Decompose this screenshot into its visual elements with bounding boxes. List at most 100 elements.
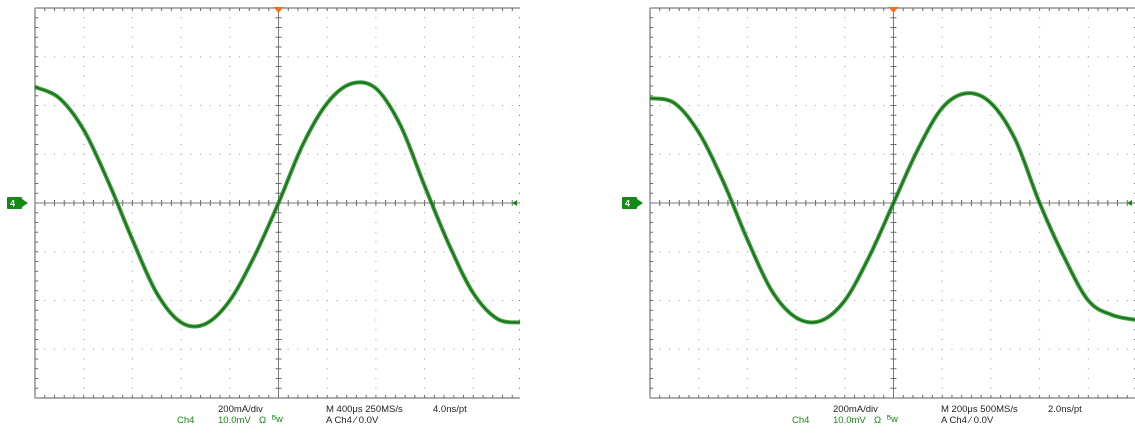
grid-dot xyxy=(326,85,328,87)
grid-dot xyxy=(795,36,797,38)
grid-dot xyxy=(355,251,357,253)
grid-dot xyxy=(229,261,231,262)
grid-dot xyxy=(990,153,992,155)
grid-dot xyxy=(990,124,992,126)
grid-dot xyxy=(492,56,494,58)
grid-dot xyxy=(131,280,133,282)
grid-dot xyxy=(795,153,797,155)
grid-dot xyxy=(1087,319,1089,321)
grid-dot xyxy=(472,124,474,126)
grid-dot xyxy=(424,231,426,233)
grid-dot xyxy=(1000,348,1002,350)
grid-dot xyxy=(83,241,85,243)
grid-dot xyxy=(180,231,182,233)
grid-dot xyxy=(1029,300,1031,301)
grid-dot xyxy=(844,192,846,194)
grid-dot xyxy=(336,56,338,58)
grid-dot xyxy=(365,300,367,301)
grid-dot xyxy=(83,319,85,321)
grid-dot xyxy=(873,300,875,301)
grid-dot xyxy=(511,348,513,350)
grid-dot xyxy=(229,358,231,360)
grid-dot xyxy=(492,153,494,155)
grid-dot xyxy=(316,153,318,155)
grid-dot xyxy=(746,329,748,331)
grid-dot xyxy=(83,358,85,360)
grid-dot xyxy=(375,290,377,292)
grid-dot xyxy=(834,105,836,106)
grid-dot xyxy=(990,183,992,184)
grid-dot xyxy=(834,300,836,301)
grid-dot xyxy=(463,56,465,58)
grid-dot xyxy=(180,144,182,145)
grid-dot xyxy=(990,144,992,145)
grid-dot xyxy=(844,358,846,360)
grid-dot xyxy=(424,358,426,360)
grid-dot xyxy=(131,75,133,77)
grid-dot xyxy=(394,300,396,301)
grid-dot xyxy=(1068,153,1070,155)
grid-dot xyxy=(472,153,474,155)
grid-dot xyxy=(1039,46,1041,48)
grid-dot xyxy=(180,348,182,350)
grid-dot xyxy=(756,348,758,350)
grid-dot xyxy=(805,300,807,301)
grid-dot xyxy=(737,348,739,350)
grid-dot xyxy=(229,144,231,145)
grid-dot xyxy=(424,241,426,243)
grid-dot xyxy=(844,319,846,321)
grid-dot xyxy=(180,75,182,77)
grid-dot xyxy=(63,153,65,155)
grid-dot xyxy=(824,300,826,301)
grid-dot xyxy=(931,105,933,106)
grid-dot xyxy=(1117,105,1119,106)
grid-dot xyxy=(931,56,933,58)
grid-dot xyxy=(239,300,241,301)
grid-dot xyxy=(258,300,260,301)
grid-dot xyxy=(1039,241,1041,243)
grid-dot xyxy=(1009,105,1011,106)
grid-dot xyxy=(922,153,924,155)
grid-dot xyxy=(698,329,700,331)
vertical-scale-readout: 200mA/div xyxy=(218,404,263,415)
grid-dot xyxy=(394,56,396,58)
grid-dot xyxy=(990,36,992,38)
grid-dot xyxy=(951,105,953,106)
grid-dot xyxy=(326,309,328,311)
grid-dot xyxy=(326,251,328,253)
grid-dot xyxy=(941,387,943,389)
grid-dot xyxy=(659,56,661,58)
grid-dot xyxy=(1048,348,1050,350)
grid-dot xyxy=(326,387,328,389)
grid-dot xyxy=(795,241,797,243)
grid-dot xyxy=(902,251,904,253)
grid-dot xyxy=(131,114,133,116)
grid-dot xyxy=(424,144,426,145)
grid-dot xyxy=(1087,348,1089,350)
grid-dot xyxy=(1058,300,1060,301)
grid-dot xyxy=(326,144,328,145)
grid-dot xyxy=(922,56,924,58)
grid-dot xyxy=(1087,173,1089,175)
grid-dot xyxy=(229,66,231,67)
grid-dot xyxy=(83,339,85,340)
grid-dot xyxy=(375,368,377,370)
grid-dot xyxy=(424,134,426,136)
grid-dot xyxy=(1087,270,1089,272)
grid-dot xyxy=(912,56,914,58)
grid-dot xyxy=(668,348,670,350)
grid-dot xyxy=(941,163,943,165)
grid-dot xyxy=(180,261,182,262)
grid-dot xyxy=(727,251,729,253)
grid-dot xyxy=(170,153,172,155)
grid-dot xyxy=(776,153,778,155)
grid-dot xyxy=(180,368,182,370)
grid-dot xyxy=(472,56,474,58)
grid-dot xyxy=(112,56,114,58)
grid-dot xyxy=(1039,85,1041,87)
grid-dot xyxy=(698,231,700,233)
grid-dot xyxy=(970,56,972,58)
grid-dot xyxy=(375,27,377,28)
grid-dot xyxy=(746,348,748,350)
grid-dot xyxy=(990,319,992,321)
